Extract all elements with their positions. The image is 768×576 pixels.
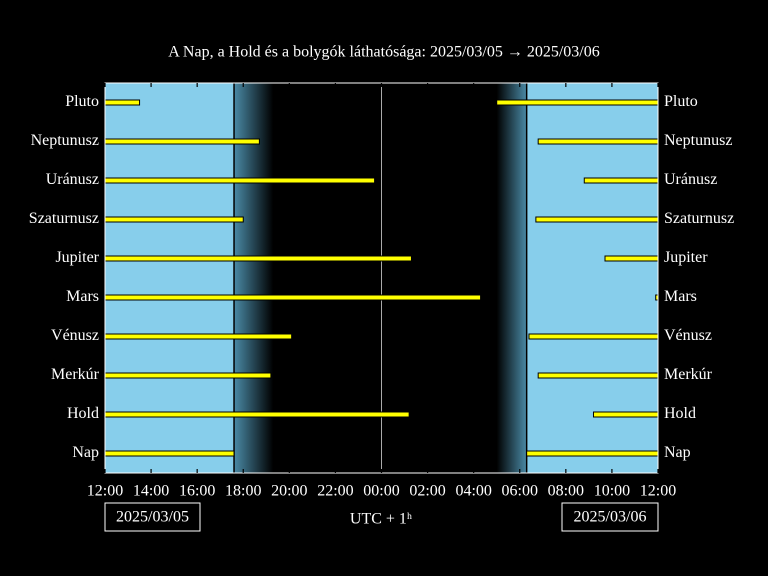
dawn (496, 83, 527, 473)
x-tick-label: 14:00 (133, 483, 169, 500)
x-tick-label: 18:00 (225, 483, 261, 500)
x-tick-label: 02:00 (409, 483, 445, 500)
daylight (526, 83, 658, 473)
visibility-bar (104, 333, 293, 340)
visibility-bar (537, 138, 659, 145)
y-tick-label: Merkúr (51, 366, 100, 383)
visibility-bar (592, 411, 659, 418)
visibility-bar (104, 177, 376, 184)
y-tick-label-right: Vénusz (664, 327, 712, 344)
visibility-bar (583, 177, 659, 184)
y-tick-label-right: Szaturnusz (664, 210, 734, 227)
visibility-bar (104, 450, 235, 457)
y-tick-label-right: Uránusz (664, 171, 717, 188)
visibility-bar (526, 450, 659, 457)
y-tick-label: Mars (66, 288, 99, 305)
visibility-bar (104, 255, 412, 262)
visibility-bar (104, 372, 272, 379)
x-tick-label: 00:00 (363, 483, 399, 500)
x-tick-label: 20:00 (271, 483, 307, 500)
start-date: 2025/03/05 (116, 509, 189, 526)
x-tick-label: 12:00 (87, 483, 123, 500)
visibility-bar (104, 138, 260, 145)
visibility-bar (104, 411, 410, 418)
y-tick-label: Neptunusz (31, 132, 99, 149)
visibility-bar (604, 255, 659, 262)
y-tick-label-right: Pluto (664, 93, 698, 110)
visibility-bar (537, 372, 659, 379)
visibility-bar (104, 216, 244, 223)
date-box (104, 502, 201, 532)
end-date: 2025/03/06 (574, 509, 647, 526)
daylight (105, 83, 235, 473)
y-tick-label-right: Mars (664, 288, 697, 305)
date-box (561, 502, 659, 532)
y-tick-label: Szaturnusz (29, 210, 99, 227)
y-tick-label: Jupiter (55, 249, 99, 266)
y-tick-label: Nap (72, 444, 99, 461)
y-tick-label-right: Neptunusz (664, 132, 732, 149)
visibility-bar (104, 294, 482, 301)
y-tick-label: Uránusz (46, 171, 99, 188)
visibility-bar (528, 333, 659, 340)
x-tick-label: 12:00 (640, 483, 676, 500)
x-tick-label: 08:00 (548, 483, 584, 500)
visibility-bar (496, 99, 659, 106)
x-tick-label: 22:00 (317, 483, 353, 500)
y-tick-label-right: Hold (664, 405, 696, 422)
y-tick-label: Hold (67, 405, 99, 422)
y-tick-label: Vénusz (51, 327, 99, 344)
dusk (234, 83, 274, 473)
chart-title: A Nap, a Hold és a bolygók láthatósága: … (168, 44, 600, 61)
x-tick-label: 10:00 (594, 483, 630, 500)
x-tick-label: 16:00 (179, 483, 215, 500)
x-axis-label: UTC + 1ʰ (350, 511, 412, 528)
x-tick-label: 04:00 (455, 483, 491, 500)
visibility-bar (104, 99, 141, 106)
x-tick-label: 06:00 (502, 483, 538, 500)
visibility-bar (535, 216, 659, 223)
y-tick-label: Pluto (65, 93, 99, 110)
y-tick-label-right: Merkúr (664, 366, 713, 383)
y-tick-label-right: Jupiter (664, 249, 708, 266)
y-tick-label-right: Nap (664, 444, 691, 461)
